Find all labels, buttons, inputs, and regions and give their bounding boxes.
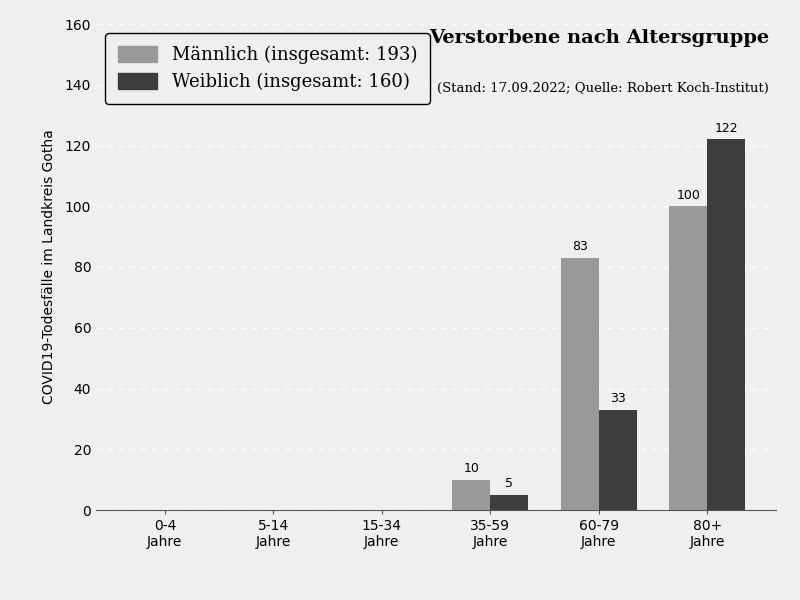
Legend: Männlich (insgesamt: 193), Weiblich (insgesamt: 160): Männlich (insgesamt: 193), Weiblich (ins… [105,33,430,104]
Y-axis label: COVID19-Todesfälle im Landkreis Gotha: COVID19-Todesfälle im Landkreis Gotha [42,130,56,404]
Bar [669,206,707,510]
Bar [452,479,490,510]
Text: Verstorbene nach Altersgruppe: Verstorbene nach Altersgruppe [429,29,770,47]
Bar [490,495,528,510]
Bar [598,410,637,510]
Text: 10: 10 [463,462,479,475]
Text: 83: 83 [572,241,588,253]
Text: 122: 122 [714,122,738,135]
Bar [561,258,598,510]
Text: 33: 33 [610,392,626,405]
Bar [707,139,745,510]
Text: 5: 5 [506,477,514,490]
Text: 100: 100 [676,188,700,202]
Text: (Stand: 17.09.2022; Quelle: Robert Koch-Institut): (Stand: 17.09.2022; Quelle: Robert Koch-… [438,82,770,95]
